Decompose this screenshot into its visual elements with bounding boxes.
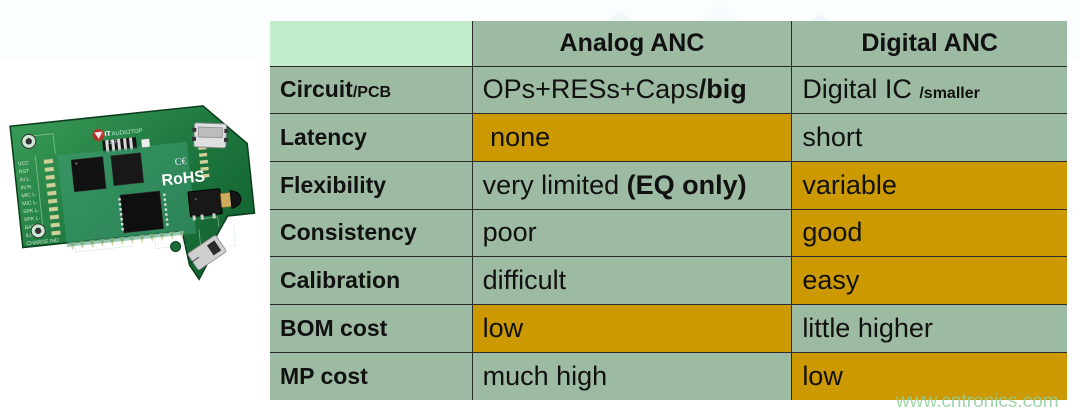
svg-text:C€: C€ — [174, 156, 187, 168]
svg-text:VCC: VCC — [18, 160, 30, 167]
svg-text:RST: RST — [19, 168, 31, 175]
svg-text:IN L-: IN L- — [20, 176, 32, 183]
svg-text:Z8-F: Z8-F — [106, 139, 119, 146]
